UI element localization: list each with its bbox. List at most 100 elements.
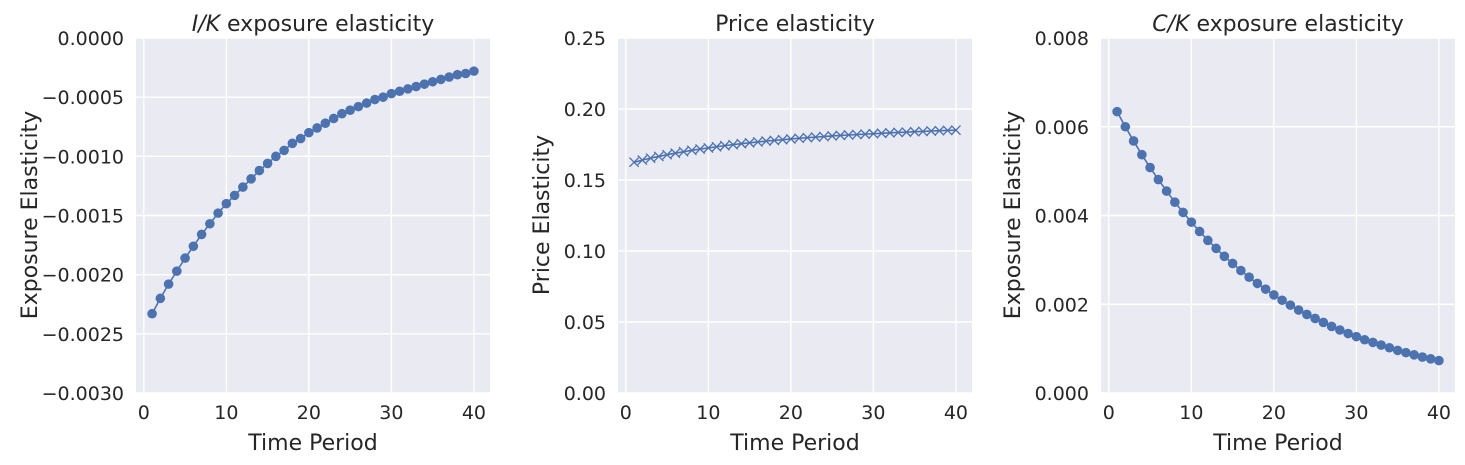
data-point [436, 74, 446, 85]
data-point [328, 113, 339, 124]
y-tick-label: −0.0015 [42, 206, 124, 228]
data-point [1211, 243, 1221, 254]
data-point [221, 198, 232, 209]
data-point [378, 92, 388, 102]
data-point [1359, 334, 1370, 345]
data-point [901, 127, 912, 138]
data-point [469, 66, 479, 76]
data-point [1277, 295, 1287, 306]
data-point [460, 68, 471, 79]
y-tick-label: 0.002 [1035, 294, 1089, 316]
data-point [444, 72, 454, 82]
data-point [843, 129, 854, 141]
y-tick-label: 0.006 [1035, 117, 1089, 139]
data-point [1293, 305, 1304, 315]
y-tick-label: 0.004 [1035, 206, 1089, 228]
data-point [205, 218, 215, 229]
data-point [163, 279, 174, 289]
y-tick-label: 0.15 [564, 170, 606, 192]
y-tick-label: 0.05 [564, 312, 606, 334]
data-point [909, 126, 920, 137]
data-point [645, 153, 656, 164]
x-tick-label: 10 [696, 402, 720, 424]
data-point [427, 76, 438, 87]
x-tick-label: 30 [379, 402, 403, 424]
data-point [802, 132, 813, 143]
x-tick-label: 0 [620, 402, 632, 424]
chart-panel-ik: 0.0000 −0.0005 −0.0010 −0.0015 −0.0020 −0.002… [18, 12, 490, 456]
data-point [1310, 313, 1320, 324]
data-point [1153, 174, 1164, 185]
data-point [637, 155, 648, 166]
data-point [1186, 217, 1197, 227]
data-point [1252, 278, 1263, 289]
data-point [1376, 340, 1386, 350]
y-tick-label: 0.10 [564, 241, 606, 263]
x-tick-label: 20 [1262, 402, 1286, 424]
data-point [1219, 251, 1230, 262]
y-tick-label: −0.0020 [42, 265, 124, 287]
chart-panel-ck: 0.008 0.006 0.004 0.002 0.000 0 10 20 30 40 C/K … [1001, 12, 1455, 456]
data-point [213, 208, 223, 218]
data-point [629, 157, 640, 168]
data-point [1335, 325, 1345, 335]
data-point [950, 125, 961, 136]
gridlines [136, 37, 490, 394]
chart-title: C/K exposure elasticity [1152, 12, 1403, 37]
data-point [744, 137, 755, 148]
data-point [736, 138, 747, 149]
data-point [1112, 106, 1122, 117]
data-point [686, 145, 697, 156]
data-point [769, 135, 780, 146]
data-point [678, 146, 689, 157]
y-tick-labels: 0.25 0.20 0.15 0.10 0.05 0.00 [564, 28, 606, 405]
data-point [1425, 354, 1436, 364]
x-tick-label: 20 [297, 402, 321, 424]
data-point [1368, 337, 1378, 348]
data-point [695, 143, 706, 155]
data-point [196, 229, 207, 240]
y-tick-label: −0.0010 [42, 146, 124, 168]
data-point [1227, 258, 1238, 269]
data-point [1351, 331, 1362, 342]
data-point [917, 126, 928, 137]
data-point [1417, 352, 1428, 362]
gridlines [1101, 37, 1455, 394]
data-point [304, 127, 314, 138]
data-point [1269, 290, 1279, 300]
data-point [1161, 186, 1172, 196]
data-point [287, 138, 298, 149]
data-point [1434, 355, 1444, 366]
x-tick-label: 20 [779, 402, 803, 424]
data-point [1236, 265, 1246, 276]
data-point [312, 123, 322, 133]
data-point [1384, 342, 1395, 353]
data-point [884, 127, 895, 138]
data-series [147, 66, 479, 319]
data-point [752, 136, 763, 148]
data-point [1244, 272, 1254, 282]
data-point [893, 127, 904, 138]
data-point [728, 139, 739, 150]
data-point [670, 148, 681, 159]
data-point [419, 79, 430, 89]
data-point [229, 190, 240, 201]
y-tick-label: 0.00 [564, 383, 606, 405]
data-series [1112, 106, 1444, 366]
data-point [926, 125, 937, 137]
data-point [147, 308, 157, 319]
data-point [403, 84, 413, 94]
data-point [238, 182, 248, 192]
data-point [942, 125, 953, 136]
y-tick-label: 0.25 [564, 28, 606, 50]
data-point [361, 98, 372, 108]
data-point [1194, 226, 1205, 237]
data-point [934, 125, 945, 136]
data-point [279, 145, 289, 156]
data-point [180, 253, 190, 263]
y-tick-label: 0.000 [1035, 383, 1089, 405]
data-point [1128, 136, 1139, 146]
data-point [1260, 284, 1271, 294]
data-point [254, 165, 265, 176]
